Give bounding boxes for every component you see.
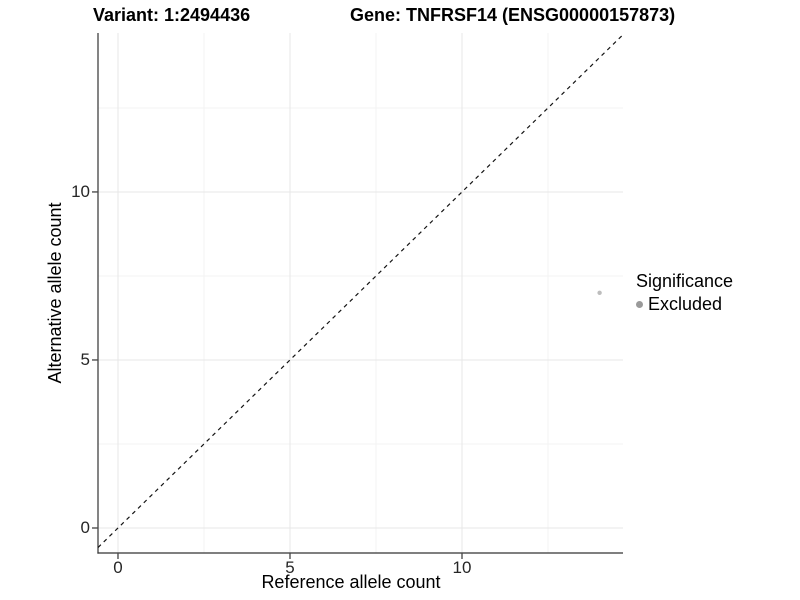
plot-title-gene: Gene: TNFRSF14 (ENSG00000157873) xyxy=(350,5,676,25)
x-axis-label: Reference allele count xyxy=(261,572,441,592)
legend: Significance Excluded xyxy=(636,272,733,314)
legend-entry-excluded: Excluded xyxy=(636,295,733,314)
plot-title-variant: Variant: 1:2494436 xyxy=(93,5,251,25)
x-tick-label: 0 xyxy=(113,558,123,577)
legend-entry-label: Excluded xyxy=(648,294,723,314)
legend-title: Significance xyxy=(636,271,734,291)
identity-line xyxy=(97,34,624,548)
y-tick-label: 0 xyxy=(80,517,90,537)
x-tick-label: 10 xyxy=(452,558,472,577)
y-tick-label: 10 xyxy=(71,181,90,201)
y-tick-label: 5 xyxy=(80,349,90,369)
legend-key-dot-icon xyxy=(636,301,643,308)
data-point xyxy=(597,290,602,295)
x-tick-label: 5 xyxy=(285,558,295,577)
